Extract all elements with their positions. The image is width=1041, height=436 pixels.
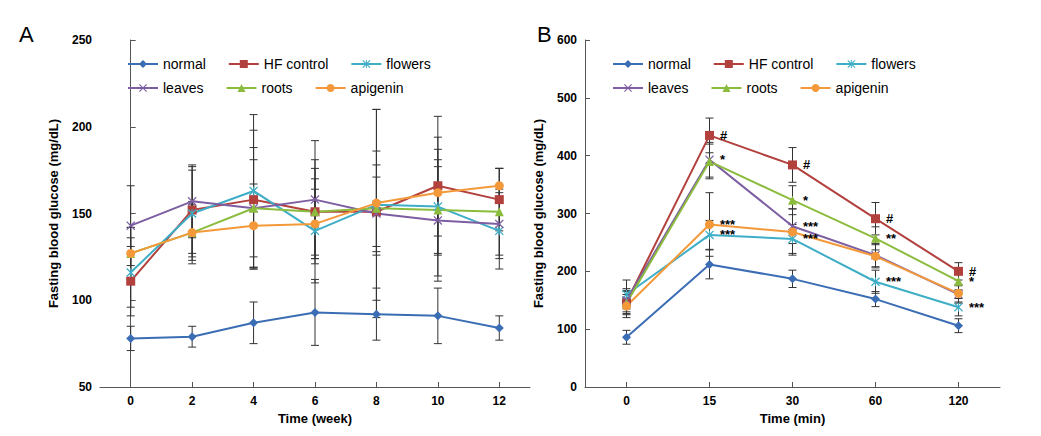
svg-text:flowers: flowers bbox=[871, 56, 915, 72]
svg-text:8: 8 bbox=[373, 394, 380, 408]
svg-text:300: 300 bbox=[557, 207, 577, 221]
svg-text:6: 6 bbox=[312, 394, 319, 408]
svg-text:250: 250 bbox=[72, 33, 92, 47]
svg-text:*: * bbox=[803, 193, 809, 208]
svg-text:HF control: HF control bbox=[264, 56, 329, 72]
svg-text:apigenin: apigenin bbox=[351, 80, 404, 96]
svg-text:10: 10 bbox=[431, 394, 445, 408]
svg-text:50: 50 bbox=[79, 380, 93, 394]
svg-text:30: 30 bbox=[786, 394, 800, 408]
svg-text:0: 0 bbox=[127, 394, 134, 408]
svg-text:#: # bbox=[720, 128, 728, 143]
svg-text:Fasting blood glucose (mg/dL): Fasting blood glucose (mg/dL) bbox=[531, 119, 546, 308]
svg-text:***: *** bbox=[886, 274, 902, 289]
svg-text:200: 200 bbox=[557, 264, 577, 278]
svg-text:Time (min): Time (min) bbox=[760, 411, 826, 426]
svg-text:60: 60 bbox=[869, 394, 883, 408]
svg-text:#: # bbox=[886, 211, 894, 226]
svg-text:*: * bbox=[720, 152, 726, 167]
svg-text:100: 100 bbox=[72, 293, 92, 307]
svg-text:***: *** bbox=[803, 219, 819, 234]
svg-text:**: ** bbox=[886, 231, 897, 246]
svg-text:roots: roots bbox=[746, 80, 777, 96]
svg-text:Time (week): Time (week) bbox=[278, 411, 352, 426]
svg-text:0: 0 bbox=[570, 380, 577, 394]
svg-text:leaves: leaves bbox=[648, 80, 688, 96]
svg-text:#: # bbox=[803, 157, 811, 172]
svg-text:apigenin: apigenin bbox=[836, 80, 889, 96]
svg-text:400: 400 bbox=[557, 149, 577, 163]
svg-text:leaves: leaves bbox=[163, 80, 203, 96]
svg-text:roots: roots bbox=[261, 80, 292, 96]
svg-text:A: A bbox=[19, 22, 34, 47]
svg-text:12: 12 bbox=[493, 394, 507, 408]
svg-text:HF control: HF control bbox=[749, 56, 814, 72]
svg-text:normal: normal bbox=[163, 56, 206, 72]
svg-text:15: 15 bbox=[703, 394, 717, 408]
svg-text:flowers: flowers bbox=[386, 56, 430, 72]
svg-text:4: 4 bbox=[250, 394, 257, 408]
svg-text:100: 100 bbox=[557, 322, 577, 336]
svg-text:*: * bbox=[969, 274, 975, 289]
svg-text:0: 0 bbox=[623, 394, 630, 408]
svg-text:***: *** bbox=[969, 300, 985, 315]
svg-text:normal: normal bbox=[648, 56, 691, 72]
svg-text:Fasting blood glucose (mg/dL): Fasting blood glucose (mg/dL) bbox=[46, 119, 61, 308]
svg-text:***: *** bbox=[720, 217, 736, 232]
svg-text:500: 500 bbox=[557, 91, 577, 105]
svg-text:200: 200 bbox=[72, 120, 92, 134]
svg-text:150: 150 bbox=[72, 207, 92, 221]
svg-text:2: 2 bbox=[189, 394, 196, 408]
svg-text:120: 120 bbox=[948, 394, 968, 408]
svg-text:600: 600 bbox=[557, 33, 577, 47]
svg-text:B: B bbox=[537, 22, 552, 47]
